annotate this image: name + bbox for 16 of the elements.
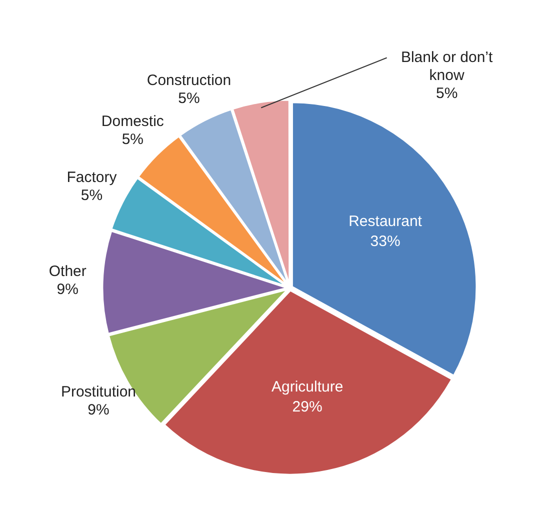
slice-label: Factory: [66, 169, 118, 186]
data-label: 33%: [370, 232, 400, 250]
data-label: 5%: [122, 130, 144, 148]
data-label: 5%: [80, 187, 103, 204]
slice-label: Blank or don’t know: [400, 48, 494, 84]
data-label: 9%: [88, 401, 110, 418]
data-label: 9%: [56, 281, 78, 298]
slice-label: Restaurant: [348, 212, 423, 230]
slice-label: Other: [48, 263, 86, 280]
slice-label: Construction: [146, 72, 232, 89]
slice-label: Domestic: [101, 112, 164, 130]
slice-label: Agriculture: [271, 378, 344, 396]
data-label: 5%: [436, 84, 458, 102]
data-label: 29%: [292, 398, 322, 416]
data-label: 5%: [178, 90, 200, 107]
slice-label: Prostitution: [60, 383, 136, 400]
